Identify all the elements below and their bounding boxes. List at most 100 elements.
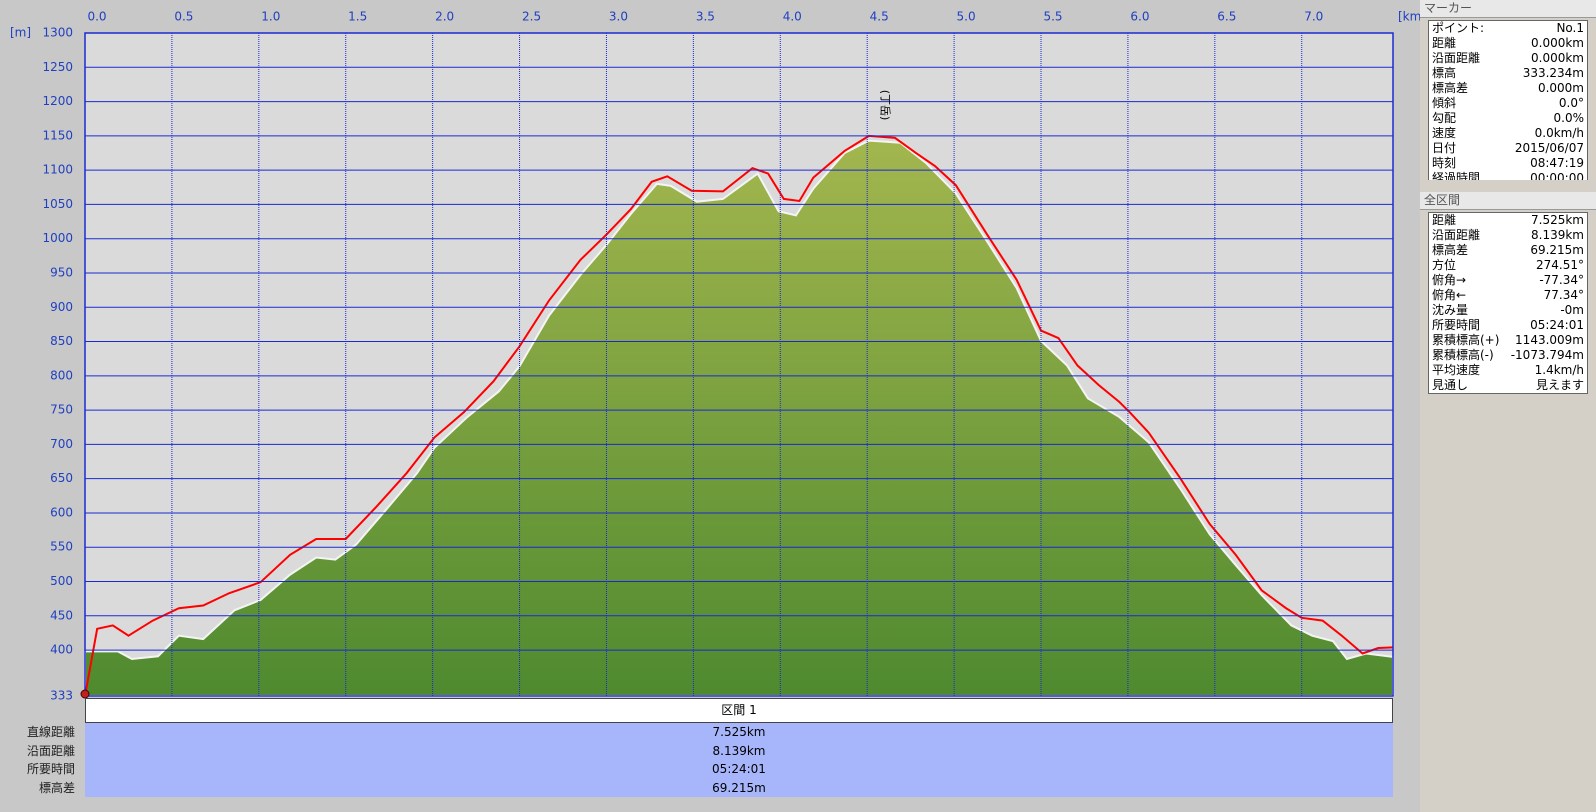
- row-label: 標高差: [38, 780, 75, 795]
- x-tick-label: 7.0: [1304, 10, 1323, 24]
- panel-row: 日付 2015/06/07: [1429, 141, 1587, 156]
- x-tick-label: 2.5: [522, 10, 541, 24]
- x-tick-label: 0.5: [174, 10, 193, 24]
- panel-row: 標高差 69.215m: [1429, 243, 1587, 258]
- section-row: 標高差 69.215m: [39, 778, 1393, 797]
- y-tick-label: 700: [50, 437, 73, 451]
- row-label: 平均速度: [1432, 363, 1481, 377]
- y-tick-label: 1100: [42, 163, 73, 177]
- section-row: 所要時間 05:24:01: [27, 760, 1393, 779]
- x-tick-label: 5.0: [957, 10, 976, 24]
- section-header: 区間 1: [85, 698, 1393, 723]
- row-value: 7.525km: [712, 725, 766, 739]
- panel-row: 傾斜 0.0°: [1429, 96, 1587, 111]
- x-tick-label: 5.5: [1043, 10, 1062, 24]
- row-label: 勾配: [1432, 111, 1457, 125]
- row-label: 標高差: [1432, 81, 1469, 95]
- elevation-area: [84, 139, 1394, 697]
- panel-rows: 距離 7.525km 沿面距離 8.139km 標高差 69.215m 方位 274.51° 俯…: [1428, 212, 1588, 394]
- row-value: 1143.009m: [1515, 333, 1584, 347]
- row-label: 所要時間: [1432, 318, 1481, 332]
- row-label: 沿面距離: [26, 743, 75, 758]
- y-tick-label: 600: [50, 505, 73, 519]
- row-value: 0.0%: [1553, 111, 1585, 125]
- row-label: 標高差: [1432, 243, 1469, 257]
- panel-rows: ポイント: No.1 距離 0.000km 沿面距離 0.000km 標高 333.234m 標…: [1428, 20, 1588, 187]
- section-table: 区間 1 直線距離 7.525km 沿面距離 8.139km 所要時間 05:24:01 標高…: [27, 698, 1393, 797]
- panel-row: 累積標高(+) 1143.009m: [1429, 333, 1587, 348]
- row-value: 69.215m: [712, 780, 766, 795]
- row-value: 1.4km/h: [1534, 363, 1584, 377]
- row-value: 0.0km/h: [1534, 126, 1584, 140]
- row-value: 05:24:01: [1530, 318, 1584, 332]
- panel-row: 所要時間 05:24:01: [1429, 318, 1587, 333]
- total-panel: 全区間距離 7.525km 沿面距離 8.139km 標高差 69.215m 方位 274.5…: [1420, 192, 1596, 812]
- row-value: -1073.794m: [1510, 348, 1584, 362]
- row-value: -0m: [1560, 303, 1584, 317]
- y-tick-label: 400: [50, 643, 73, 657]
- y-tick-label: 1150: [42, 128, 73, 142]
- panel-row: 距離 0.000km: [1429, 36, 1587, 51]
- y-tick-label: 500: [50, 574, 73, 588]
- panel-row: ポイント: No.1: [1429, 21, 1587, 36]
- y-tick-label: 950: [50, 265, 73, 279]
- elevation-line: [84, 134, 1394, 697]
- x-unit: [km]: [1398, 10, 1420, 24]
- y-tick-label: 550: [50, 540, 73, 554]
- panel-row: 方位 274.51°: [1429, 258, 1587, 273]
- y-tick-label: 1000: [42, 231, 73, 245]
- x-tick-label: 3.5: [696, 10, 715, 24]
- row-label: 直線距離: [26, 725, 75, 739]
- row-value: 05:24:01: [712, 762, 766, 776]
- panel-row: 見通し 見えます: [1429, 378, 1587, 393]
- panel-row: 速度 0.0km/h: [1429, 126, 1587, 141]
- row-label: 距離: [1432, 36, 1457, 50]
- row-value: 8.139km: [1531, 228, 1584, 242]
- y-tick-label: 800: [50, 368, 73, 382]
- row-label: 沿面距離: [1432, 51, 1481, 65]
- row-value: 2015/06/07: [1514, 141, 1584, 155]
- row-label: 沿面距離: [1432, 228, 1481, 242]
- panel-title: 全区間: [1420, 192, 1596, 210]
- row-label: 時刻: [1432, 156, 1457, 170]
- panel-row: 平均速度 1.4km/h: [1429, 363, 1587, 378]
- panel-row: 時刻 08:47:19: [1429, 156, 1587, 171]
- y-tick-label: 1300: [42, 26, 73, 40]
- panel-title: マーカー: [1420, 0, 1596, 18]
- row-value: 333.234m: [1522, 66, 1584, 80]
- row-value: -77.34°: [1539, 273, 1584, 287]
- profile-chart: [m] [km] 333 400 450 500 550 600 650 700 750 800 8…: [10, 10, 1420, 703]
- row-value: 見えます: [1535, 378, 1584, 392]
- row-label: 方位: [1432, 258, 1457, 272]
- row-value: No.1: [1556, 21, 1584, 35]
- panel-row: 標高差 0.000m: [1429, 81, 1587, 96]
- start-marker: [80, 689, 90, 699]
- panel-row: 距離 7.525km: [1429, 213, 1587, 228]
- x-tick-label: 1.5: [348, 10, 367, 24]
- row-label: 俯角←: [1432, 288, 1467, 302]
- annotation: (丁岳): [879, 90, 892, 121]
- row-label: 累積標高(-): [1432, 348, 1494, 362]
- row-label: 傾斜: [1432, 96, 1457, 110]
- panel-row: 沈み量 -0m: [1429, 303, 1587, 318]
- section-row: 直線距離 7.525km: [27, 723, 1393, 742]
- x-tick-label: 0.0: [87, 10, 106, 24]
- x-tick-label: 6.0: [1130, 10, 1149, 24]
- panel-row: 俯角← 77.34°: [1429, 288, 1587, 303]
- row-value: 7.525km: [1531, 213, 1584, 227]
- y-tick-label: 450: [50, 608, 73, 622]
- row-label: 速度: [1432, 126, 1457, 140]
- row-value: 0.000km: [1531, 36, 1584, 50]
- row-value: 08:47:19: [1530, 156, 1584, 170]
- row-value: 0.000km: [1531, 51, 1584, 65]
- panel-row: 沿面距離 8.139km: [1429, 228, 1587, 243]
- y-tick-label: 1200: [42, 94, 73, 108]
- row-value: 0.000m: [1537, 81, 1584, 95]
- panel-row: 沿面距離 0.000km: [1429, 51, 1587, 66]
- y-tick-label: 1050: [42, 197, 73, 211]
- y-tick-label: 850: [50, 334, 73, 348]
- row-label: 日付: [1432, 141, 1457, 155]
- section-row: 沿面距離 8.139km: [27, 741, 1393, 760]
- y-tick-label: 900: [50, 300, 73, 314]
